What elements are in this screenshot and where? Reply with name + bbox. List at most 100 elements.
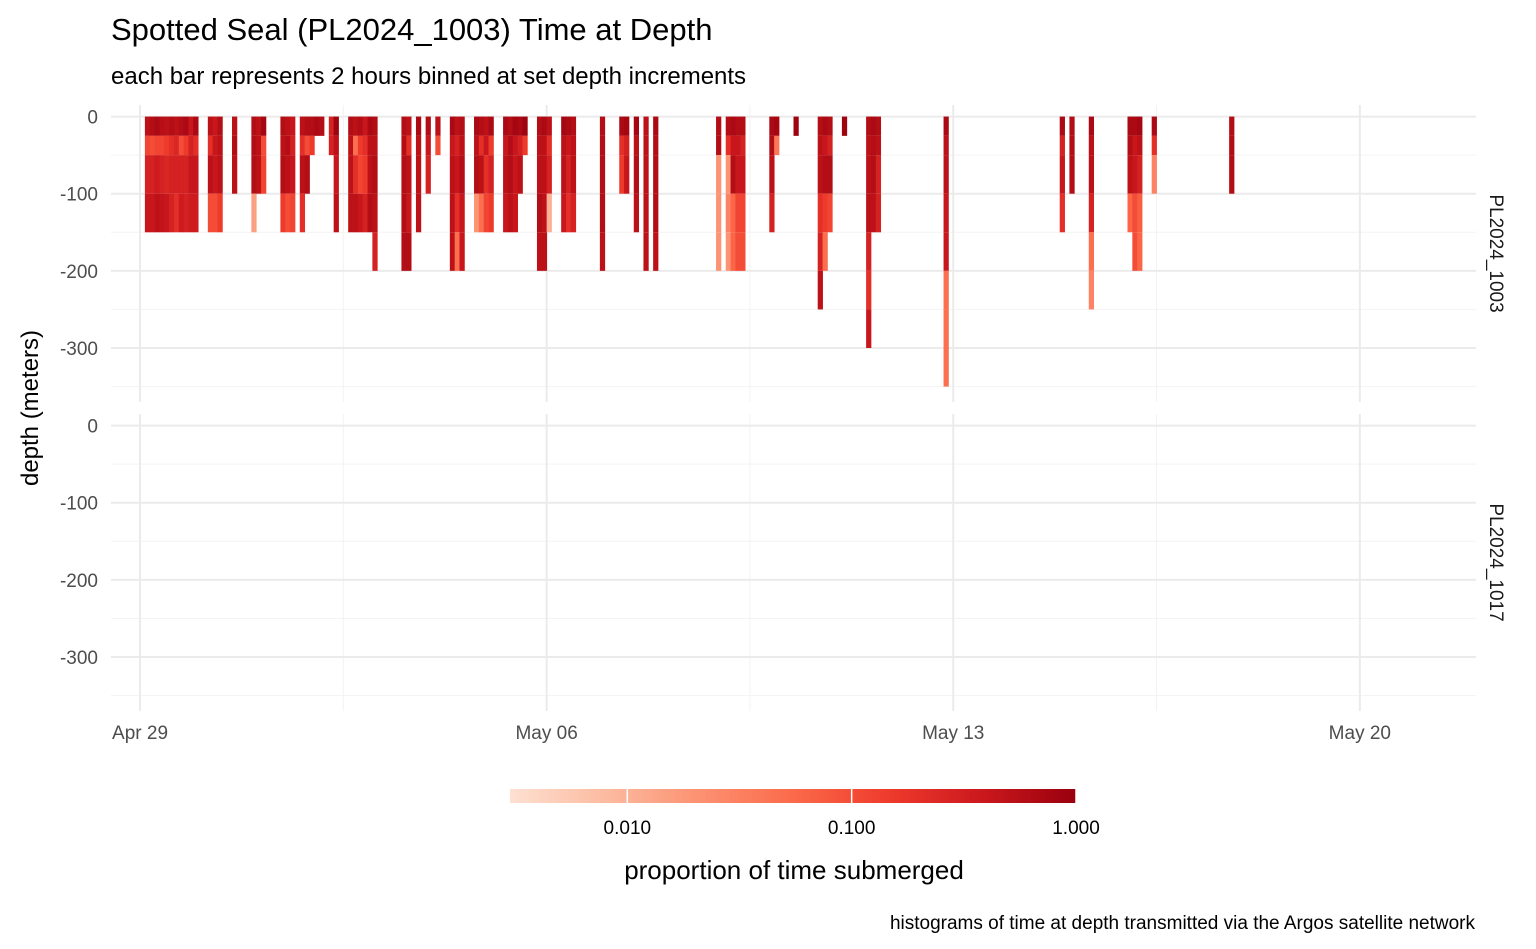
depth-bar-cell [1132,232,1138,271]
depth-bar-cell [774,116,780,136]
depth-bar-cell [1132,135,1138,156]
depth-bar-cell [725,193,731,233]
depth-bar-cell [827,116,833,136]
depth-bar-cell [633,135,640,156]
depth-bar-cell [619,116,625,136]
depth-bar-cell [173,193,180,233]
depth-bar-cell [478,193,485,233]
depth-bar-cell [870,155,877,194]
depth-bar-cell [599,135,606,156]
depth-bar-cell [144,135,151,156]
depth-bar-cell [735,116,741,136]
depth-bar-cell [943,155,949,194]
depth-bar-cell [561,116,567,136]
depth-bar-cell [507,116,514,136]
depth-bar-cell [735,193,741,233]
depth-bar-cell [319,116,325,136]
depth-bar-cell [164,116,170,136]
depth-bar-cell [362,155,368,194]
depth-bar-cell [483,116,489,136]
depth-bar-cell [280,193,286,233]
depth-bar-cell [232,116,238,136]
depth-bar-cell [633,116,640,136]
depth-bar-cell [1151,135,1157,156]
depth-bar-cell [512,116,518,136]
depth-bar-cell [415,116,422,136]
depth-bar-cell [212,155,218,194]
depth-bar-cell [1127,193,1133,233]
depth-bar-cell [570,116,577,136]
depth-bar-cell [290,155,296,194]
depth-bar-cell [188,155,194,194]
depth-bar-cell [541,135,548,156]
depth-bar-cell [459,232,465,271]
depth-bar-cell [875,116,882,136]
depth-bar-cell [164,135,170,156]
depth-bar-cell [827,135,833,156]
depth-bar-cell [251,135,257,156]
depth-bar-cell [522,135,528,156]
depth-bar-cell [406,193,412,233]
chart-title: Spotted Seal (PL2024_1003) Time at Depth [111,12,712,47]
chart-caption: histograms of time at depth transmitted … [890,913,1476,934]
depth-bar-cell [173,116,180,136]
depth-bar-cell [541,155,548,194]
depth-bar-cell [730,135,736,156]
depth-bar-cell [164,193,170,233]
depth-bar-cell [599,232,606,271]
depth-bar-cell [232,135,238,156]
depth-bar-cell [333,116,339,136]
depth-bar-cell [183,193,189,233]
depth-bar-cell [619,155,625,194]
depth-bar-cell [517,135,523,156]
depth-bar-cell [261,135,267,156]
depth-bar-cell [207,116,214,136]
depth-bar-cell [207,193,214,233]
depth-bar-cell [730,193,736,233]
depth-bar-cell [353,193,359,233]
depth-bar-cell [866,193,872,233]
depth-bar-cell [1059,135,1065,156]
depth-bar-cell [633,193,640,233]
depth-bar-cell [401,193,407,233]
depth-bar-cell [149,135,155,156]
y-tick-label: -200 [60,262,98,283]
depth-bar-cell [285,135,291,156]
depth-bar-cell [653,116,659,136]
depth-bar-cell [817,116,823,136]
depth-bar-cell [866,135,872,156]
depth-bar-cell [193,116,199,136]
depth-bar-cell [290,135,296,156]
depth-bar-cell [357,193,364,233]
depth-bar-cell [503,135,509,156]
depth-bar-cell [643,155,649,194]
depth-bar-cell [251,193,257,233]
depth-bar-cell [817,193,823,233]
depth-bar-cell [1088,270,1095,310]
depth-bar-cell [822,193,828,233]
depth-bar-cell [1069,135,1075,156]
depth-bar-cell [159,155,165,194]
depth-bar-cell [449,116,456,136]
depth-bar-cell [256,135,262,156]
depth-bar-cell [517,155,523,194]
depth-bar-cell [503,155,509,194]
depth-bar-cell [478,116,485,136]
depth-bar-cell [1137,155,1143,194]
depth-bar-cell [870,116,877,136]
depth-bar-cell [159,116,165,136]
depth-bar-cell [769,135,775,156]
depth-bar-cell [512,155,518,194]
depth-bar-cell [730,116,736,136]
depth-bar-cell [474,116,480,136]
depth-bar-cell [1132,155,1138,194]
depth-bar-cell [730,155,736,194]
depth-bar-cell [251,116,257,136]
depth-bar-cell [154,116,160,136]
depth-bar-cell [740,155,746,194]
depth-bar-cell [169,135,175,156]
depth-bar-cell [1127,155,1133,194]
depth-bar-cell [599,193,606,233]
depth-bar-cell [188,135,194,156]
depth-bar-cell [154,135,160,156]
